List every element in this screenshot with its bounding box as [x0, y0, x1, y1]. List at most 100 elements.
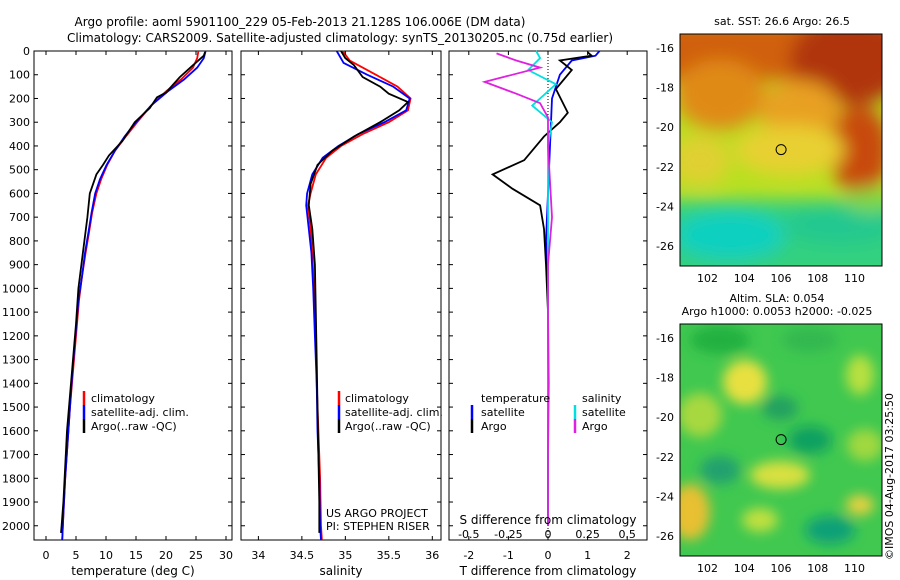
pi-label: PI: STEPHEN RISER — [326, 520, 430, 533]
depth-tick-label: 700 — [9, 211, 30, 224]
legend-label-t-satellite: satellite — [481, 406, 525, 419]
map-y-tick-label: -22 — [656, 161, 674, 174]
map-x-tick-label: 110 — [844, 272, 865, 285]
depth-tick-label: 1200 — [2, 330, 30, 343]
legend-label-climatology: climatology — [345, 392, 409, 405]
sst-heatmap — [680, 34, 882, 266]
map-y-tick-label: -20 — [656, 121, 674, 134]
s-difference-tick-label: -0.25 — [494, 528, 522, 541]
depth-tick-label: 1600 — [2, 425, 30, 438]
s-difference-axis-label: S difference from climatology — [460, 513, 637, 527]
x-tick-label: 1 — [584, 549, 591, 562]
legend-label-satellite: satellite-adj. clim. — [91, 406, 189, 419]
map-y-tick-label: -18 — [656, 82, 674, 95]
series-line-argo — [490, 51, 594, 526]
depth-tick-label: 600 — [9, 187, 30, 200]
x-tick-label: -2 — [463, 549, 474, 562]
map-x-tick-label: 108 — [807, 272, 828, 285]
x-tick-label: 15 — [129, 549, 143, 562]
temperature-axis-label: temperature (deg C) — [71, 564, 194, 578]
legend-title-temperature: temperature — [481, 392, 550, 405]
temperature-legend: climatology satellite-adj. clim. Argo(..… — [82, 391, 189, 433]
sst-map-frame — [679, 33, 883, 267]
s-difference-tick-label: 0 — [545, 528, 552, 541]
salinity-series — [305, 50, 412, 541]
depth-tick-label: 1000 — [2, 282, 30, 295]
legend-label-climatology: climatology — [91, 392, 155, 405]
map-y-tick-label: -22 — [656, 451, 674, 464]
depth-tick-label: 500 — [9, 164, 30, 177]
x-tick-label: 0 — [545, 549, 552, 562]
sla-map-subtitle: Argo h1000: 0.0053 h2000: -0.025 — [682, 305, 873, 318]
x-tick-label: 34.5 — [290, 549, 315, 562]
legend-title-salinity: salinity — [582, 392, 622, 405]
depth-tick-label: 2000 — [2, 520, 30, 533]
series-line-satellite — [545, 50, 601, 526]
title-line-2: Climatology: CARS2009. Satellite-adjuste… — [67, 31, 613, 45]
x-tick-label: 35 — [338, 549, 352, 562]
series-line-argo-raw-qc- — [60, 51, 206, 533]
x-tick-label: 5 — [73, 549, 80, 562]
sst-argo-location-marker — [775, 144, 787, 156]
depth-tick-label: 800 — [9, 235, 30, 248]
depth-tick-label: 1400 — [2, 377, 30, 390]
x-tick-label: -1 — [503, 549, 514, 562]
s-difference-tick-label: -0.5 — [458, 528, 479, 541]
x-tick-label: 0 — [43, 549, 50, 562]
map-x-tick-label: 102 — [697, 272, 718, 285]
salinity-legend: climatology satellite-adj. clim. Argo(..… — [337, 391, 443, 433]
depth-tick-label: 100 — [9, 69, 30, 82]
map-x-tick-label: 106 — [771, 562, 792, 575]
depth-tick-label: 1700 — [2, 449, 30, 462]
sla-heatmap — [680, 324, 882, 556]
map-x-tick-label: 106 — [771, 272, 792, 285]
depth-tick-label: 0 — [23, 45, 30, 58]
series-line-satellite-adj-clim- — [305, 50, 411, 541]
difference-legend: temperature salinity satellite Argo sate… — [470, 392, 626, 433]
map-y-tick-label: -20 — [656, 411, 674, 424]
depth-tick-label: 1300 — [2, 354, 30, 367]
map-y-tick-label: -24 — [656, 201, 674, 214]
x-tick-label: 36 — [425, 549, 439, 562]
map-y-tick-label: -26 — [656, 530, 674, 543]
legend-label-argo: Argo(..raw -QC) — [91, 420, 177, 433]
depth-tick-label: 1800 — [2, 472, 30, 485]
salinity-axis-label: salinity — [319, 564, 362, 578]
sla-map-title: Altim. SLA: 0.054 — [729, 292, 824, 305]
depth-tick-label: 300 — [9, 116, 30, 129]
legend-label-satellite: satellite-adj. clim. — [345, 406, 443, 419]
sst-map-title: sat. SST: 26.6 Argo: 26.5 — [714, 15, 850, 28]
s-difference-tick-label: 0.5 — [618, 528, 636, 541]
sla-map-frame — [679, 323, 883, 557]
x-tick-label: 2 — [624, 549, 631, 562]
map-y-tick-label: -18 — [656, 372, 674, 385]
temperature-plot-frame — [33, 50, 233, 541]
depth-tick-label: 200 — [9, 92, 30, 105]
x-tick-label: 10 — [99, 549, 113, 562]
imos-watermark: ©IMOS 04-Aug-2017 03:25:50 — [883, 393, 896, 560]
depth-tick-label: 1500 — [2, 401, 30, 414]
s-difference-tick-label: 0.25 — [575, 528, 600, 541]
depth-tick-label: 1900 — [2, 496, 30, 509]
x-tick-label: 35.5 — [377, 549, 402, 562]
depth-tick-label: 900 — [9, 259, 30, 272]
x-tick-label: 34 — [251, 549, 265, 562]
series-line-argo — [481, 52, 553, 526]
series-line-satellite — [526, 50, 558, 526]
depth-tick-label: 400 — [9, 140, 30, 153]
title-line-1: Argo profile: aoml 5901100_229 05-Feb-20… — [75, 15, 526, 29]
map-x-tick-label: 104 — [734, 272, 755, 285]
series-line-climatology — [307, 50, 412, 541]
t-difference-axis-label: T difference from climatology — [459, 564, 637, 578]
map-x-tick-label: 104 — [734, 562, 755, 575]
legend-label-t-argo: Argo — [481, 420, 507, 433]
map-x-tick-label: 102 — [697, 562, 718, 575]
project-label: US ARGO PROJECT — [326, 507, 428, 520]
x-tick-label: 25 — [189, 549, 203, 562]
map-y-tick-label: -16 — [656, 332, 674, 345]
series-line-climatology — [61, 50, 200, 541]
difference-series — [481, 50, 601, 526]
map-x-tick-label: 110 — [844, 562, 865, 575]
series-line-satellite-adj-clim- — [61, 50, 207, 541]
